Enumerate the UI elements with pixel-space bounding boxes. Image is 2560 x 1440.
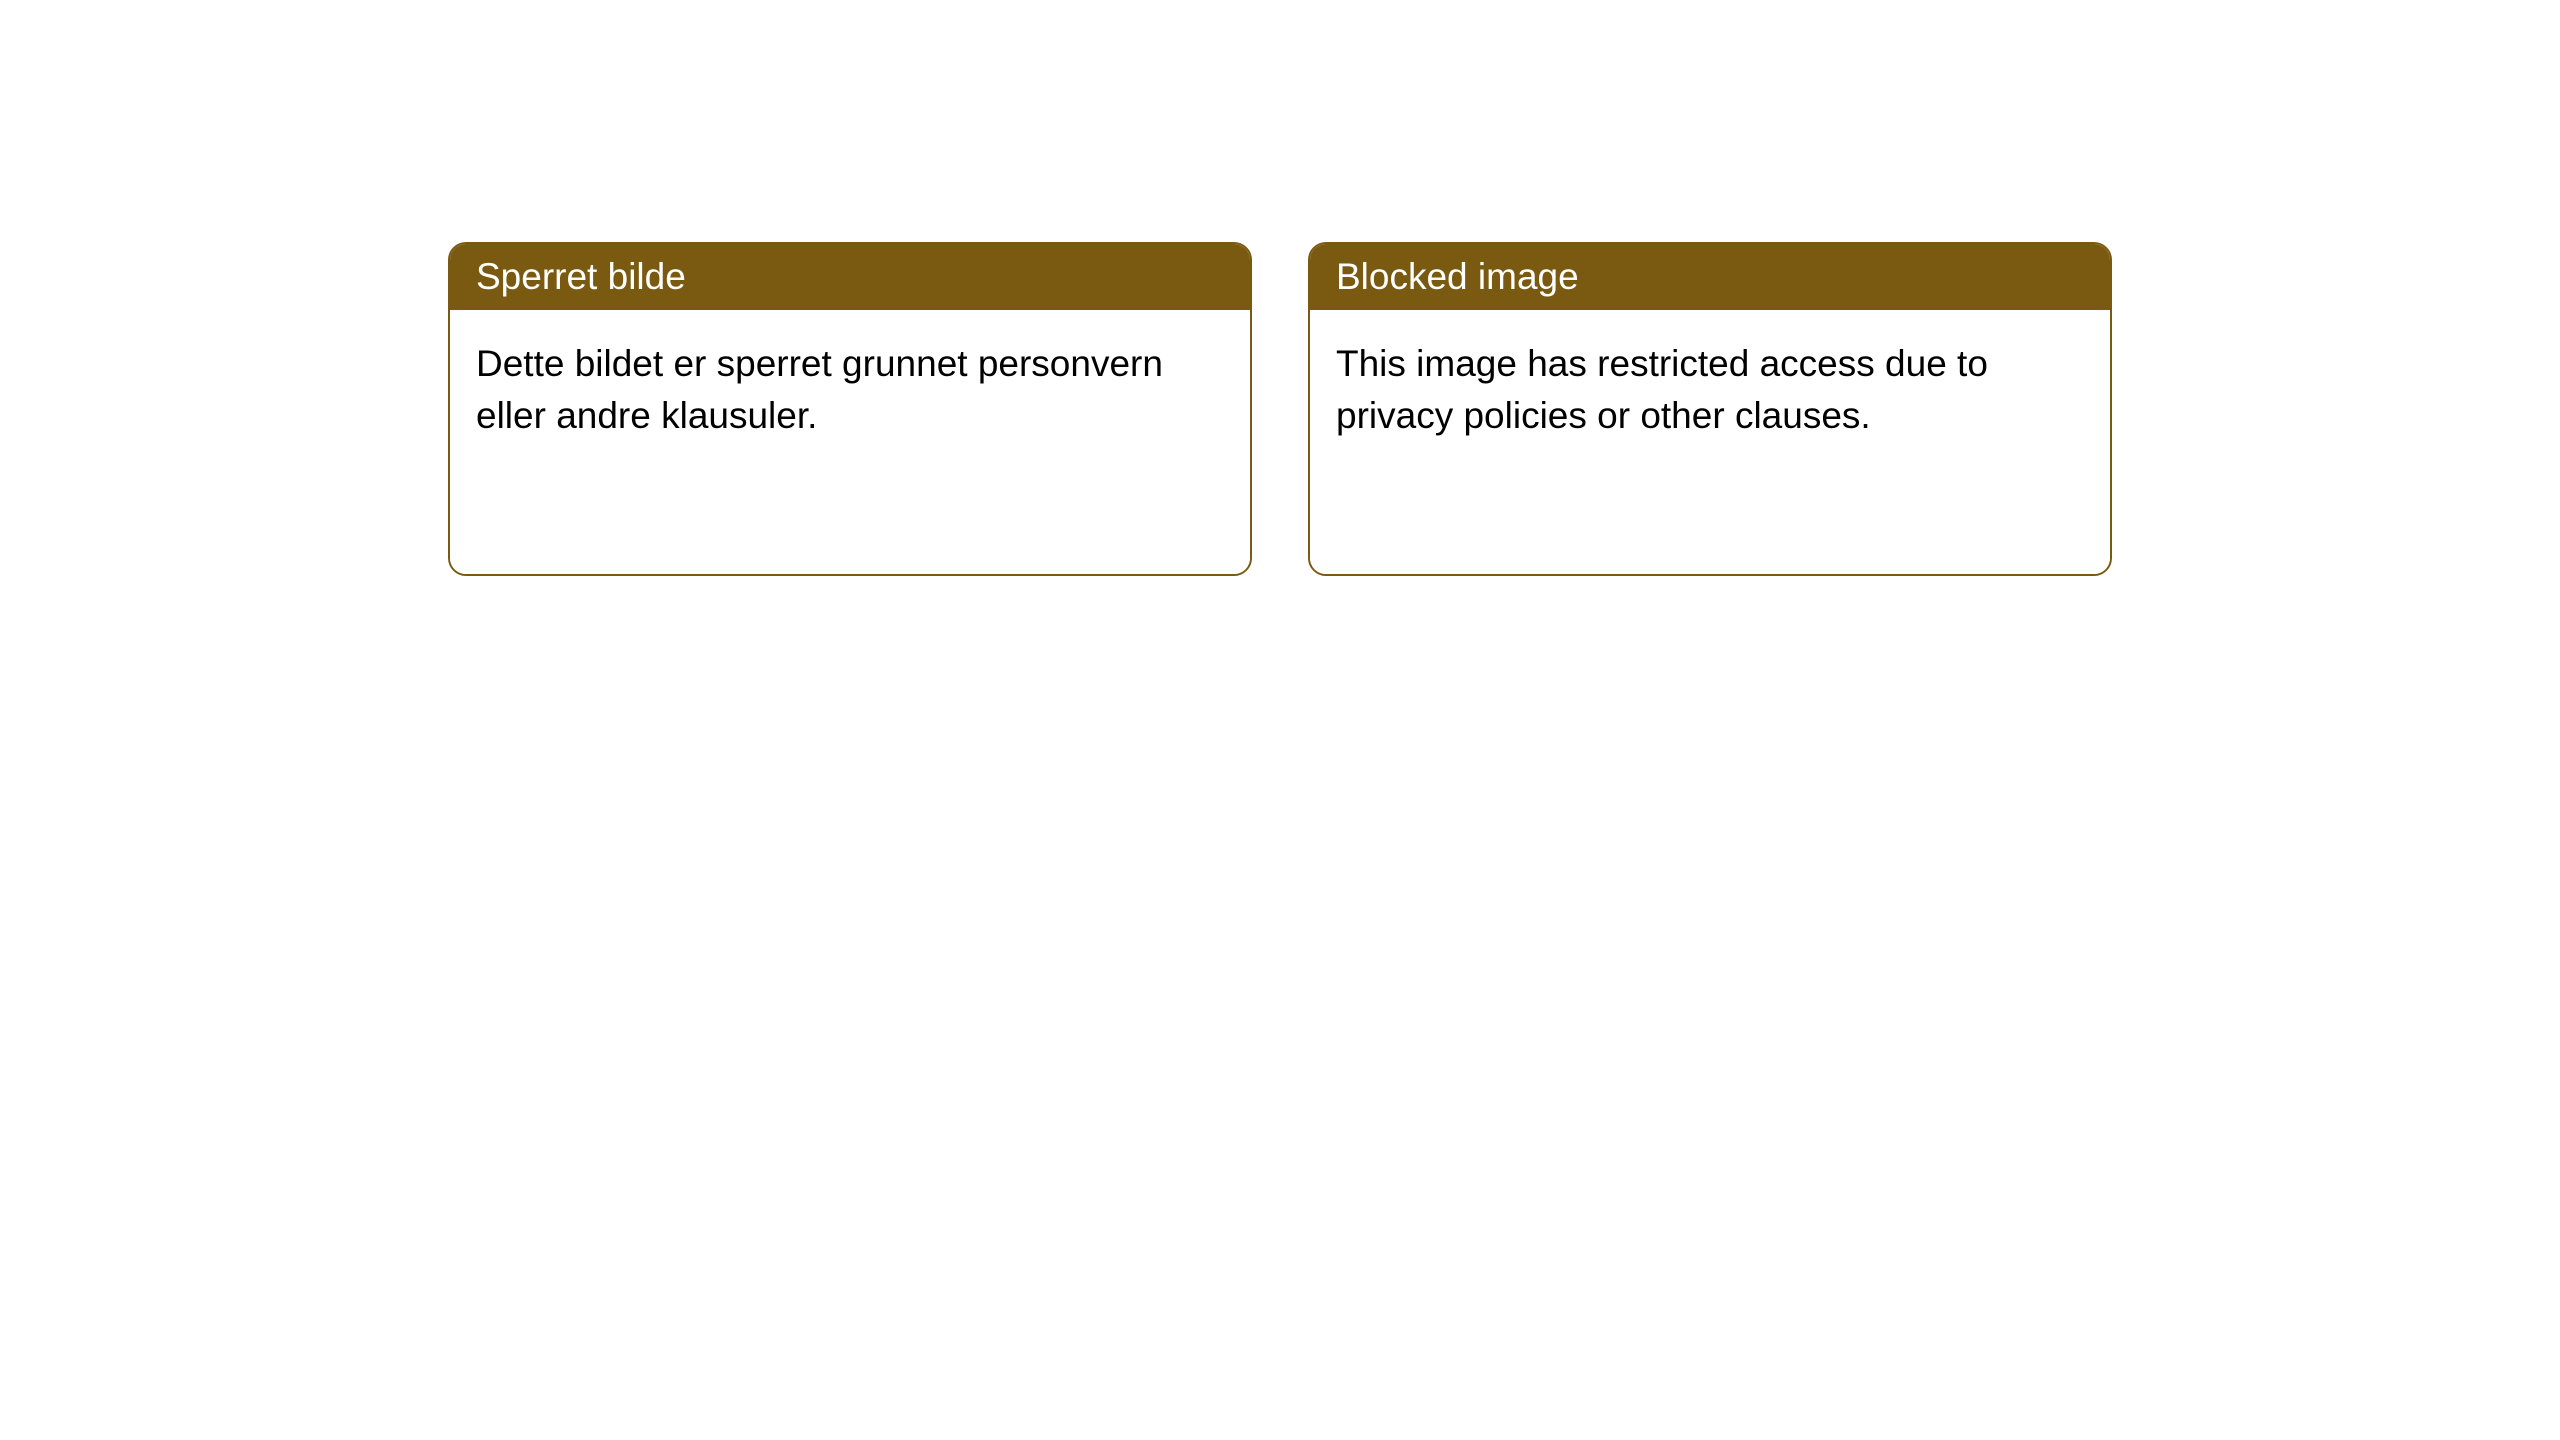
notice-header: Blocked image: [1310, 244, 2110, 310]
notice-body: This image has restricted access due to …: [1310, 310, 2110, 574]
notice-body: Dette bildet er sperret grunnet personve…: [450, 310, 1250, 574]
notice-header: Sperret bilde: [450, 244, 1250, 310]
notice-card-english: Blocked image This image has restricted …: [1308, 242, 2112, 576]
notice-container: Sperret bilde Dette bildet er sperret gr…: [448, 242, 2112, 576]
notice-card-norwegian: Sperret bilde Dette bildet er sperret gr…: [448, 242, 1252, 576]
